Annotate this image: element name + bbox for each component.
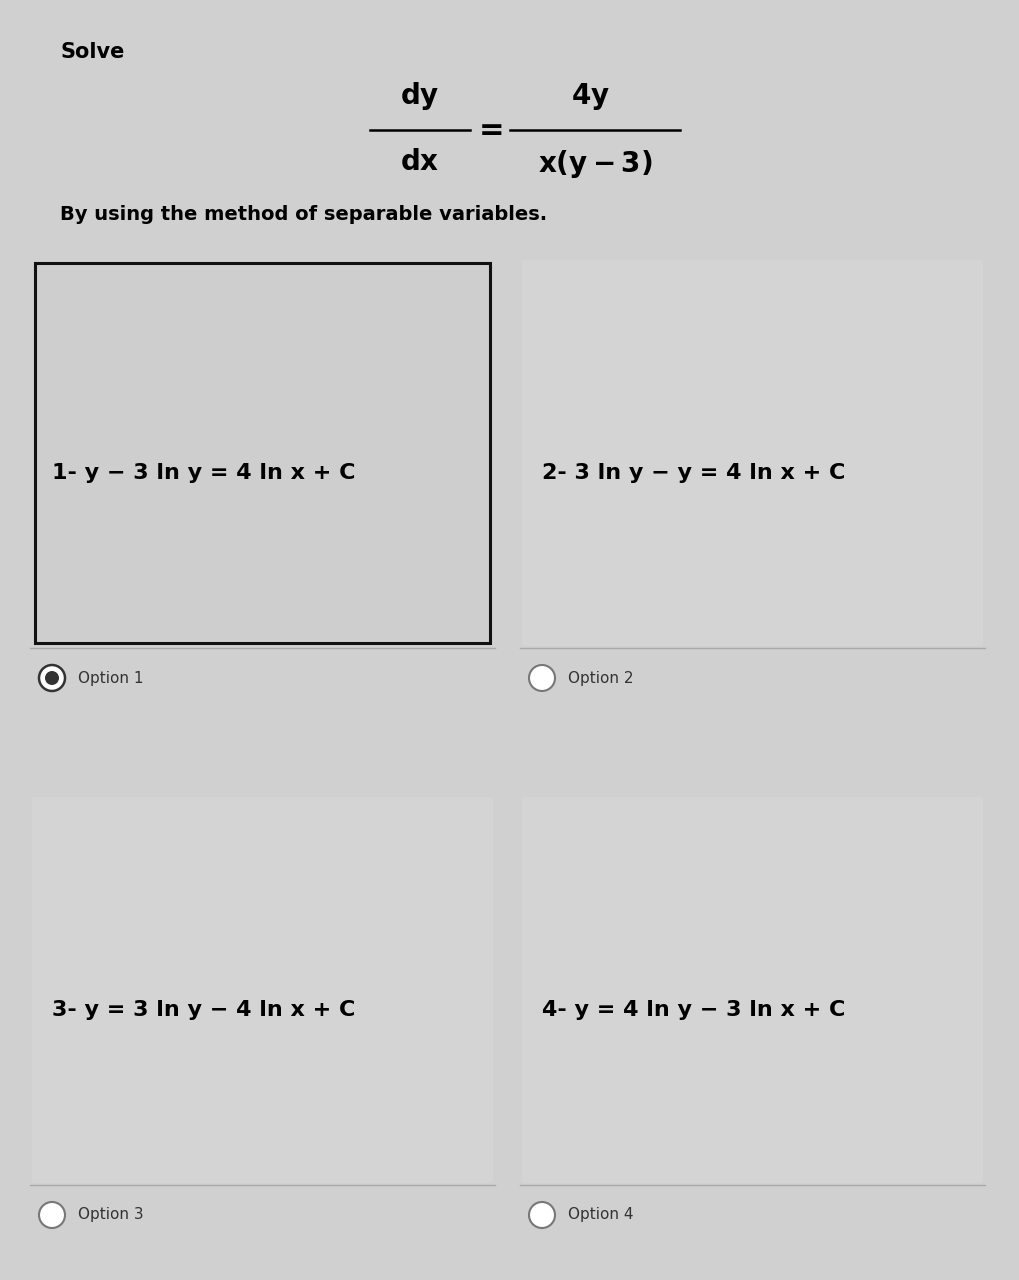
- FancyBboxPatch shape: [32, 797, 493, 1183]
- FancyBboxPatch shape: [516, 253, 989, 652]
- FancyBboxPatch shape: [522, 260, 983, 646]
- Text: By using the method of separable variables.: By using the method of separable variabl…: [60, 205, 547, 224]
- FancyBboxPatch shape: [26, 791, 499, 1189]
- Text: 3- y = 3 ln y − 4 ln x + C: 3- y = 3 ln y − 4 ln x + C: [52, 1000, 356, 1019]
- Circle shape: [529, 1202, 555, 1228]
- Text: Option 1: Option 1: [78, 671, 144, 686]
- FancyBboxPatch shape: [35, 262, 490, 643]
- FancyBboxPatch shape: [26, 253, 499, 652]
- Text: $\mathbf{dx}$: $\mathbf{dx}$: [400, 148, 439, 177]
- Circle shape: [39, 1202, 65, 1228]
- Text: $\mathbf{dy}$: $\mathbf{dy}$: [400, 81, 440, 113]
- Circle shape: [529, 666, 555, 691]
- Text: $\mathbf{x(y-3)}$: $\mathbf{x(y-3)}$: [538, 148, 652, 180]
- Text: Option 2: Option 2: [568, 671, 634, 686]
- Text: Option 3: Option 3: [78, 1207, 144, 1222]
- FancyBboxPatch shape: [522, 797, 983, 1183]
- Circle shape: [39, 666, 65, 691]
- Text: =: =: [479, 115, 504, 145]
- Text: 2- 3 ln y − y = 4 ln x + C: 2- 3 ln y − y = 4 ln x + C: [542, 462, 846, 483]
- Text: $\mathbf{4y}$: $\mathbf{4y}$: [571, 81, 609, 113]
- Text: 4- y = 4 ln y − 3 ln x + C: 4- y = 4 ln y − 3 ln x + C: [542, 1000, 846, 1019]
- Circle shape: [45, 671, 59, 685]
- Text: Option 4: Option 4: [568, 1207, 634, 1222]
- Text: 1- y − 3 ln y = 4 ln x + C: 1- y − 3 ln y = 4 ln x + C: [52, 462, 356, 483]
- Text: Solve: Solve: [60, 42, 124, 61]
- FancyBboxPatch shape: [516, 791, 989, 1189]
